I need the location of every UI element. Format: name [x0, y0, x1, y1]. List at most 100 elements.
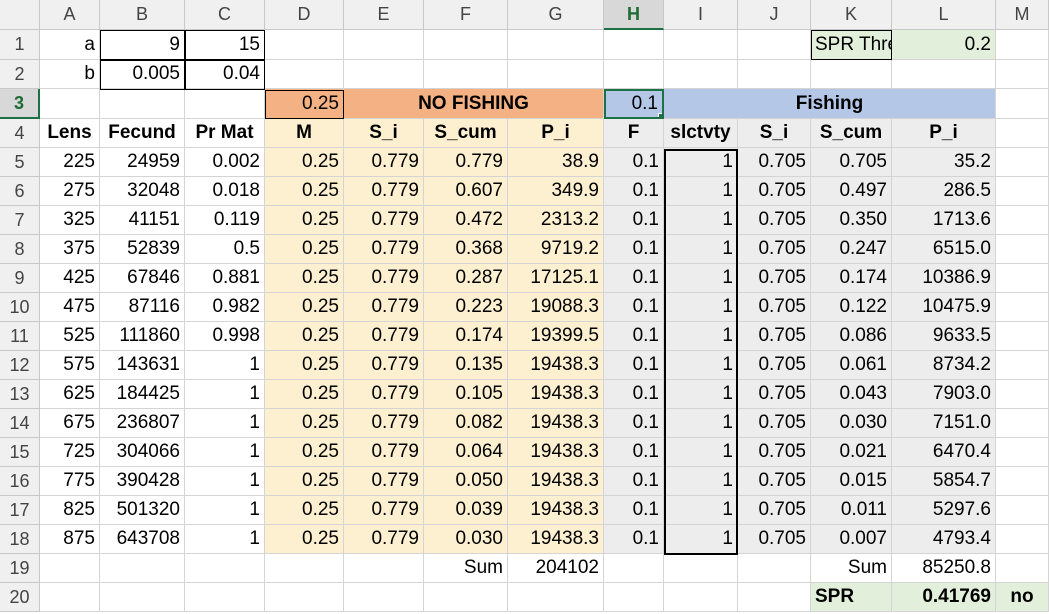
cell-h17[interactable]: 0.1 [604, 496, 664, 525]
cell-k16[interactable]: 0.015 [811, 467, 892, 496]
cell-c17[interactable]: 1 [185, 496, 265, 525]
cell-j5[interactable]: 0.705 [738, 148, 811, 177]
cell-j17[interactable]: 0.705 [738, 496, 811, 525]
cell-g17[interactable]: 19438.3 [508, 496, 604, 525]
row-header-14[interactable]: 14 [0, 409, 40, 438]
cell-c12[interactable]: 1 [185, 351, 265, 380]
cell-i19[interactable] [664, 554, 738, 583]
cell-e18[interactable]: 0.779 [344, 525, 424, 554]
cell-b6[interactable]: 32048 [100, 177, 185, 206]
cell-l14[interactable]: 7151.0 [892, 409, 996, 438]
cell-f13[interactable]: 0.105 [424, 380, 508, 409]
cell-d18[interactable]: 0.25 [265, 525, 344, 554]
cell-d2[interactable] [265, 60, 344, 89]
cell-i11[interactable]: 1 [664, 322, 738, 351]
cell-e17[interactable]: 0.779 [344, 496, 424, 525]
row-header-8[interactable]: 8 [0, 235, 40, 264]
cell-h15[interactable]: 0.1 [604, 438, 664, 467]
cell-i8[interactable]: 1 [664, 235, 738, 264]
cell-c8[interactable]: 0.5 [185, 235, 265, 264]
column-header-e[interactable]: E [344, 0, 424, 30]
column-header-f[interactable]: F [424, 0, 508, 30]
cell-h2[interactable] [604, 60, 664, 89]
cell-m9[interactable] [996, 264, 1049, 293]
cell-j2[interactable] [738, 60, 811, 89]
cell-k1[interactable]: SPR Threshold = [811, 30, 892, 60]
cell-d6[interactable]: 0.25 [265, 177, 344, 206]
cell-b9[interactable]: 67846 [100, 264, 185, 293]
cell-m14[interactable] [996, 409, 1049, 438]
cell-c7[interactable]: 0.119 [185, 206, 265, 235]
cell-g19[interactable]: 204102 [508, 554, 604, 583]
row-header-16[interactable]: 16 [0, 467, 40, 496]
cell-a4[interactable]: Lens [40, 119, 100, 148]
cell-l8[interactable]: 6515.0 [892, 235, 996, 264]
column-header-c[interactable]: C [185, 0, 265, 30]
row-header-18[interactable]: 18 [0, 525, 40, 554]
cell-f10[interactable]: 0.223 [424, 293, 508, 322]
cell-j20[interactable] [738, 583, 811, 612]
cell-i16[interactable]: 1 [664, 467, 738, 496]
row-header-2[interactable]: 2 [0, 60, 40, 89]
cell-m6[interactable] [996, 177, 1049, 206]
cell-a18[interactable]: 875 [40, 525, 100, 554]
cell-a14[interactable]: 675 [40, 409, 100, 438]
cell-a9[interactable]: 425 [40, 264, 100, 293]
cell-g18[interactable]: 19438.3 [508, 525, 604, 554]
cell-j13[interactable]: 0.705 [738, 380, 811, 409]
cell-k11[interactable]: 0.086 [811, 322, 892, 351]
row-header-11[interactable]: 11 [0, 322, 40, 351]
cell-c18[interactable]: 1 [185, 525, 265, 554]
cell-j15[interactable]: 0.705 [738, 438, 811, 467]
cell-i6[interactable]: 1 [664, 177, 738, 206]
cell-i20[interactable] [664, 583, 738, 612]
row-header-4[interactable]: 4 [0, 119, 40, 148]
cell-k18[interactable]: 0.007 [811, 525, 892, 554]
column-header-h[interactable]: H [604, 0, 664, 30]
cell-k10[interactable]: 0.122 [811, 293, 892, 322]
cell-l13[interactable]: 7903.0 [892, 380, 996, 409]
cell-g7[interactable]: 2313.2 [508, 206, 604, 235]
cell-a7[interactable]: 325 [40, 206, 100, 235]
cell-d8[interactable]: 0.25 [265, 235, 344, 264]
cell-g15[interactable]: 19438.3 [508, 438, 604, 467]
cell-e20[interactable] [344, 583, 424, 612]
cell-e9[interactable]: 0.779 [344, 264, 424, 293]
row-header-10[interactable]: 10 [0, 293, 40, 322]
column-header-m[interactable]: M [996, 0, 1049, 30]
cell-l11[interactable]: 9633.5 [892, 322, 996, 351]
cell-d12[interactable]: 0.25 [265, 351, 344, 380]
cell-e10[interactable]: 0.779 [344, 293, 424, 322]
cell-l1[interactable]: 0.2 [892, 30, 996, 60]
cell-k2[interactable] [811, 60, 892, 89]
column-header-j[interactable]: J [738, 0, 811, 30]
cell-k14[interactable]: 0.030 [811, 409, 892, 438]
cell-m11[interactable] [996, 322, 1049, 351]
cell-d9[interactable]: 0.25 [265, 264, 344, 293]
cell-b2[interactable]: 0.005 [100, 60, 185, 89]
cell-h1[interactable] [604, 30, 664, 60]
cell-l18[interactable]: 4793.4 [892, 525, 996, 554]
cell-a13[interactable]: 625 [40, 380, 100, 409]
cell-d3[interactable]: 0.25 [265, 89, 344, 119]
cell-d17[interactable]: 0.25 [265, 496, 344, 525]
cell-h9[interactable]: 0.1 [604, 264, 664, 293]
column-header-l[interactable]: L [892, 0, 996, 30]
cell-g16[interactable]: 19438.3 [508, 467, 604, 496]
cell-h6[interactable]: 0.1 [604, 177, 664, 206]
row-header-1[interactable]: 1 [0, 30, 40, 60]
cell-j7[interactable]: 0.705 [738, 206, 811, 235]
cell-h8[interactable]: 0.1 [604, 235, 664, 264]
cell-m20[interactable]: no [996, 583, 1049, 612]
cell-c2[interactable]: 0.04 [185, 60, 265, 89]
cell-a3[interactable] [40, 89, 100, 119]
cell-a17[interactable]: 825 [40, 496, 100, 525]
cell-j19[interactable] [738, 554, 811, 583]
cell-m10[interactable] [996, 293, 1049, 322]
cell-k19[interactable]: Sum [811, 554, 892, 583]
row-header-20[interactable]: 20 [0, 583, 40, 612]
no-fishing-title[interactable]: NO FISHING [344, 89, 604, 119]
cell-d15[interactable]: 0.25 [265, 438, 344, 467]
cell-b18[interactable]: 643708 [100, 525, 185, 554]
cell-g20[interactable] [508, 583, 604, 612]
